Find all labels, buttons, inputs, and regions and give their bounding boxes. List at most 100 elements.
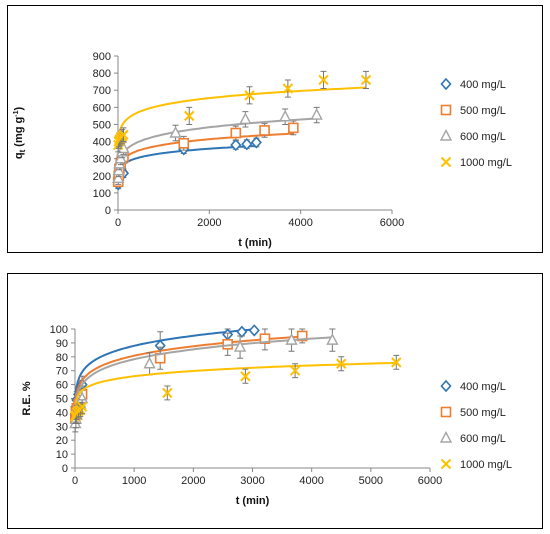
legend-label: 600 mg/L: [460, 131, 506, 143]
data-point: [184, 110, 195, 122]
data-point: [76, 401, 88, 413]
x-tick-label: 2000: [181, 475, 205, 487]
series-1000-mg-l: [113, 70, 372, 153]
y-tick-label: 30: [56, 421, 68, 433]
series-1000-mg-l: [70, 354, 402, 425]
legend-marker: [440, 156, 452, 168]
x-axis-title: t (min): [238, 237, 272, 249]
data-point: [288, 122, 299, 134]
fit-curve: [117, 86, 367, 142]
data-point: [336, 358, 347, 369]
legend-marker: [439, 430, 453, 443]
bottom-chart-panel: 0 10 20 30 40 50 60 70 80 90 100 0 1000 2000 3000 4000 5…: [7, 273, 543, 529]
legend-label: 400 mg/L: [460, 79, 506, 91]
y-tick-label: 700: [93, 85, 111, 97]
data-point: [360, 74, 372, 86]
fit-curve: [74, 336, 333, 409]
legend-marker: [440, 458, 452, 470]
y-axis-title-main: R.E. %: [21, 381, 33, 415]
data-point: [248, 324, 260, 337]
x-tick-label: 3000: [240, 475, 264, 487]
legend-label: 1000 mg/L: [460, 157, 512, 169]
y-tick-label: 0: [105, 205, 111, 217]
y-tick-label: 100: [93, 188, 111, 200]
y-tick-label: 10: [56, 449, 68, 461]
data-point: [169, 125, 182, 138]
x-tick-label: 4000: [299, 475, 323, 487]
y-tick-label: 600: [93, 102, 111, 114]
data-point: [244, 90, 255, 101]
data-point: [143, 356, 156, 369]
y-tick-label: 0: [62, 463, 68, 475]
legend-marker: [440, 77, 452, 91]
legend-marker: [440, 406, 452, 418]
y-axis-title-subscript: t: [18, 149, 27, 152]
data-point: [391, 357, 402, 368]
data-point: [239, 112, 252, 125]
y-axis-title-close: ): [13, 107, 25, 111]
y-tick-label: 900: [93, 51, 111, 63]
series-500-mg-l: [69, 328, 308, 427]
legend-marker: [440, 379, 452, 393]
data-point: [250, 136, 262, 149]
y-tick-label: 500: [93, 119, 111, 131]
data-point: [230, 127, 242, 139]
data-point: [230, 138, 242, 152]
x-tick-label: 5000: [359, 475, 383, 487]
y-axis-title-superscript: -1: [13, 110, 20, 116]
data-point: [162, 387, 173, 399]
x-axis-title: t (min): [236, 495, 270, 507]
y-tick-label: 50: [56, 394, 68, 406]
fit-curve: [117, 117, 317, 170]
fit-curve: [74, 361, 397, 406]
data-point: [259, 333, 271, 345]
data-point: [118, 129, 129, 140]
data-point: [240, 371, 251, 382]
legend-label: 500 mg/L: [460, 105, 506, 117]
x-tick-label: 0: [72, 475, 78, 487]
y-tick-label: 100: [50, 324, 68, 336]
x-tick-label: 2000: [197, 217, 221, 229]
y-axis-title-main: q: [13, 152, 25, 159]
y-tick-label: 60: [56, 380, 68, 392]
data-point: [278, 109, 292, 122]
y-tick-label: 300: [93, 154, 111, 166]
fit-curve: [74, 328, 255, 398]
data-point: [318, 74, 329, 86]
y-tick-label: 70: [56, 366, 68, 378]
top-chart-panel: 0 100 200 300 400 500 600 700 800 900 0 2000 4000 600…: [7, 5, 543, 253]
x-tick-label: 0: [115, 217, 121, 229]
legend-marker: [440, 104, 452, 116]
y-tick-label: 800: [93, 68, 111, 80]
y-axis-title: R.E. %: [21, 381, 33, 415]
legend-label: 500 mg/L: [460, 407, 506, 419]
data-point: [236, 325, 248, 338]
data-point: [326, 333, 339, 345]
data-point: [259, 125, 270, 136]
x-tick-label: 6000: [380, 217, 404, 229]
legend-label: 1000 mg/L: [460, 459, 512, 471]
legend-label: 600 mg/L: [460, 433, 506, 445]
data-point: [289, 365, 301, 376]
y-tick-label: 20: [56, 435, 68, 447]
legend-label: 400 mg/L: [460, 381, 506, 393]
qt-vs-time-chart: 0 100 200 300 400 500 600 700 800 900 0 2000 4000 600…: [13, 51, 512, 249]
y-tick-label: 200: [93, 171, 111, 183]
y-axis-title: qt (mg g-1): [13, 107, 27, 160]
y-axis-title-unit: (mg g: [13, 117, 25, 150]
data-point: [285, 333, 298, 345]
series-600-mg-l: [112, 106, 323, 185]
data-point: [178, 137, 190, 149]
data-point: [241, 137, 253, 151]
x-tick-label: 4000: [288, 217, 312, 229]
x-tick-label: 1000: [122, 475, 146, 487]
data-point: [310, 108, 323, 120]
y-tick-label: 40: [56, 407, 68, 419]
legend-marker: [439, 128, 453, 141]
series-500-mg-l: [112, 120, 299, 188]
y-tick-label: 90: [56, 338, 68, 350]
y-tick-label: 400: [93, 137, 111, 149]
data-point: [282, 83, 294, 94]
data-point: [296, 330, 308, 342]
